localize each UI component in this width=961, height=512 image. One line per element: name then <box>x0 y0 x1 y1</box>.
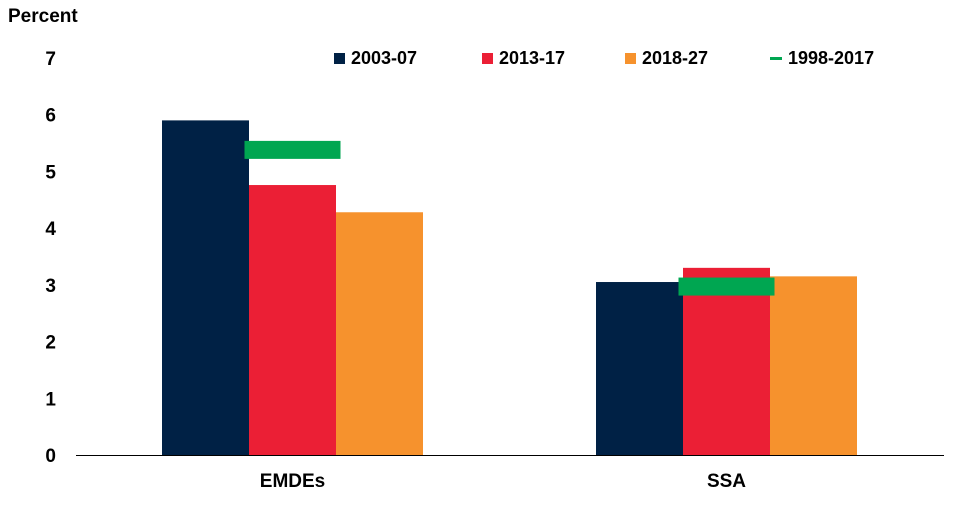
bar-ssa-2013-17 <box>683 267 770 455</box>
y-axis-unit-label: Percent <box>8 6 78 27</box>
bar-emdes-2003-07 <box>162 120 249 455</box>
legend-swatch-series-3 <box>625 53 636 64</box>
bar-emdes-2013-17 <box>249 185 336 456</box>
legend-swatch-markers <box>770 57 782 60</box>
legend-label-markers: 1998-2017 <box>788 48 875 68</box>
y-tick-label: 5 <box>45 162 56 183</box>
bar-ssa-2003-07 <box>596 282 683 455</box>
x-category-label: EMDEs <box>260 471 325 492</box>
y-tick-label: 4 <box>45 219 56 240</box>
legend-label-series-2: 2013-17 <box>499 48 566 68</box>
y-tick-label: 2 <box>45 333 56 354</box>
marker-ssa-1998-2017 <box>678 277 775 296</box>
bar-ssa-2018-27 <box>770 276 857 455</box>
marker-emdes-1998-2017 <box>244 140 341 159</box>
legend-item-series-1: 2003-07 <box>334 48 417 69</box>
y-tick-label: 1 <box>45 389 56 410</box>
y-tick-label: 0 <box>45 446 56 467</box>
legend-item-markers: 1998-2017 <box>770 48 874 69</box>
legend-swatch-series-1 <box>334 53 345 64</box>
y-tick-label: 6 <box>45 106 56 127</box>
legend-label-series-3: 2018-27 <box>642 48 709 68</box>
x-category-label: SSA <box>707 471 746 492</box>
legend-item-series-2: 2013-17 <box>482 48 565 69</box>
y-tick-label: 7 <box>45 49 56 70</box>
legend-item-series-3: 2018-27 <box>625 48 708 69</box>
legend-label-series-1: 2003-07 <box>351 48 418 68</box>
y-tick-label: 3 <box>45 276 56 297</box>
legend-swatch-series-2 <box>482 53 493 64</box>
bar-emdes-2018-27 <box>336 212 423 455</box>
